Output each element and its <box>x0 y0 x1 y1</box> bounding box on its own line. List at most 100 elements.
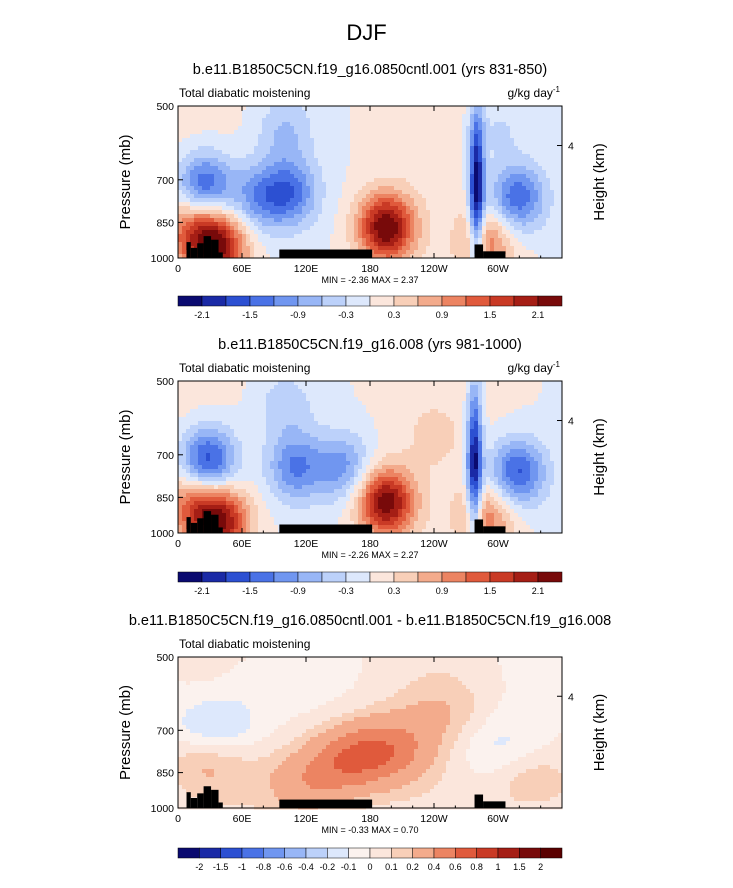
colorbar-box <box>433 847 456 859</box>
colorbar-box <box>476 847 499 859</box>
colorbar-box <box>391 847 413 859</box>
colorbar-label: -0.4 <box>298 862 314 872</box>
y-axis-label: Pressure (mb) <box>117 134 134 229</box>
colorbar-box <box>249 295 275 307</box>
x-tick-label: 180 <box>361 813 379 825</box>
contour-field <box>178 106 563 259</box>
colorbar-label: 2.1 <box>532 310 545 320</box>
panel-title: b.e11.B1850C5CN.f19_g16.0850cntl.001 - b… <box>129 613 611 629</box>
x-tick-label: 120E <box>294 538 319 550</box>
y-tick-label: 700 <box>156 450 174 462</box>
colorbar-box <box>225 571 251 583</box>
colorbar-label: 1.5 <box>484 310 497 320</box>
colorbar-label: 0.3 <box>388 310 401 320</box>
colorbar-box <box>369 295 395 307</box>
colorbar-box <box>540 847 563 859</box>
colorbar-box <box>537 571 563 583</box>
colorbar-label: -0.6 <box>277 862 293 872</box>
colorbar-label: 2.1 <box>532 586 545 596</box>
colorbar-box <box>225 295 251 307</box>
y-tick-label: 700 <box>156 725 174 737</box>
colorbar-box <box>177 571 203 583</box>
colorbar-box <box>284 847 307 859</box>
colorbar-box <box>497 847 520 859</box>
x-tick-label: 60E <box>233 263 252 275</box>
x-tick-label: 60W <box>487 263 509 275</box>
colorbar-box <box>199 847 221 859</box>
colorbar-box <box>348 847 371 859</box>
colorbar-label: 2 <box>538 862 543 872</box>
colorbar-label: 0 <box>367 862 372 872</box>
left-string: Total diabatic moistening <box>179 637 310 651</box>
colorbar-box <box>441 295 467 307</box>
colorbar-label: -0.1 <box>341 862 357 872</box>
panel-title: b.e11.B1850C5CN.f19_g16.0850cntl.001 (yr… <box>193 62 547 78</box>
colorbar-label: 0.6 <box>449 862 462 872</box>
colorbar-box <box>201 295 227 307</box>
terrain-mask <box>186 236 506 258</box>
colorbar-label: 0.9 <box>436 586 449 596</box>
figure-title: DJF <box>346 20 386 45</box>
colorbar-box <box>417 295 443 307</box>
y-right-tick-label: 4 <box>568 691 574 703</box>
colorbar-label: 0.1 <box>385 862 398 872</box>
x-tick-label: 120W <box>420 263 448 275</box>
x-tick-label: 60W <box>487 813 509 825</box>
x-tick-label: 120E <box>294 813 319 825</box>
colorbar-label: -1 <box>238 862 246 872</box>
colorbar-box <box>273 571 299 583</box>
colorbar-box <box>369 571 395 583</box>
colorbar-label: -0.9 <box>290 586 306 596</box>
colorbar-box <box>177 847 200 859</box>
colorbar-box <box>519 847 541 859</box>
colorbar: -2.1 -1.5 -0.9 -0.3 0.3 0.9 1.5 2.1 <box>177 571 563 596</box>
colorbar-box <box>177 295 203 307</box>
x-tick-label: 180 <box>361 538 379 550</box>
min-max-label: MIN = -0.33 MAX = 0.70 <box>321 825 418 835</box>
colorbar-box <box>537 295 563 307</box>
x-tick-label: 180 <box>361 263 379 275</box>
left-string: Total diabatic moistening <box>179 86 310 100</box>
colorbar-label: -0.9 <box>290 310 306 320</box>
y-tick-label: 1000 <box>151 803 175 815</box>
colorbar-label: -1.5 <box>242 310 258 320</box>
y-axis-right-label: Height (km) <box>591 418 608 496</box>
colorbar-box <box>369 847 392 859</box>
colorbar-box <box>455 847 477 859</box>
colorbar-box <box>465 295 491 307</box>
colorbar-box <box>345 295 371 307</box>
terrain-mask <box>186 511 506 533</box>
min-max-label: MIN = -2.26 MAX = 2.27 <box>321 550 418 560</box>
colorbar-box <box>327 847 349 859</box>
colorbar-box <box>441 571 467 583</box>
colorbar-box <box>263 847 285 859</box>
colorbar-label: -1.5 <box>213 862 229 872</box>
colorbar-box <box>513 295 539 307</box>
colorbar-label: 0.3 <box>388 586 401 596</box>
y-tick-label: 500 <box>156 101 174 113</box>
colorbar-box <box>489 295 515 307</box>
colorbar-label: 0.8 <box>470 862 483 872</box>
y-tick-label: 850 <box>156 492 174 504</box>
colorbar-label: -2.1 <box>194 310 210 320</box>
colorbar-label: 1.5 <box>513 862 526 872</box>
y-right-tick-label: 4 <box>568 416 574 428</box>
panel-title: b.e11.B1850C5CN.f19_g16.008 (yrs 981-100… <box>218 337 522 353</box>
panel-1: b.e11.B1850C5CN.f19_g16.0850cntl.001 (yr… <box>117 62 608 320</box>
colorbar-box <box>345 571 371 583</box>
colorbar-box <box>241 847 264 859</box>
colorbar-box <box>201 571 227 583</box>
colorbar-label: -2 <box>195 862 203 872</box>
x-tick-label: 60W <box>487 538 509 550</box>
colorbar-label: 0.2 <box>406 862 419 872</box>
colorbar-box <box>513 571 539 583</box>
x-tick-label: 60E <box>233 813 252 825</box>
y-axis-label: Pressure (mb) <box>117 409 134 504</box>
units-label: g/kg day-1 <box>508 85 561 100</box>
y-axis-right-label: Height (km) <box>591 143 608 221</box>
x-tick-label: 0 <box>175 813 181 825</box>
y-tick-label: 500 <box>156 652 174 664</box>
y-tick-label: 1000 <box>151 528 175 540</box>
colorbar-box <box>393 571 419 583</box>
colorbar-box <box>220 847 243 859</box>
